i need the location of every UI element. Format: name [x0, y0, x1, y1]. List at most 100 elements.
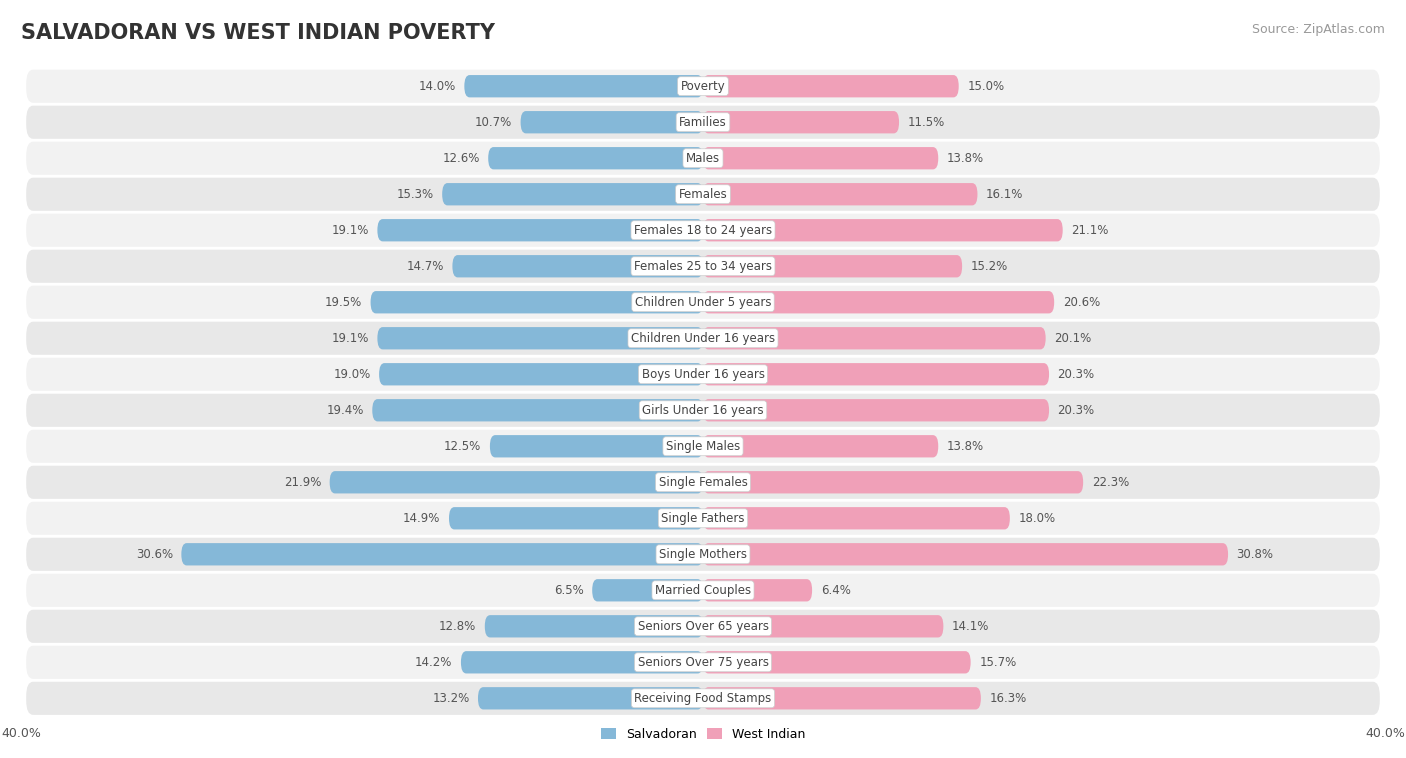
Text: 22.3%: 22.3%	[1091, 476, 1129, 489]
Text: 30.6%: 30.6%	[136, 548, 173, 561]
Text: 19.4%: 19.4%	[326, 404, 364, 417]
FancyBboxPatch shape	[27, 393, 1379, 427]
Text: 15.0%: 15.0%	[967, 80, 1004, 92]
Text: 13.8%: 13.8%	[946, 152, 984, 164]
Text: 14.1%: 14.1%	[952, 620, 990, 633]
FancyBboxPatch shape	[703, 291, 1054, 313]
Text: Single Fathers: Single Fathers	[661, 512, 745, 525]
FancyBboxPatch shape	[485, 615, 703, 637]
FancyBboxPatch shape	[441, 183, 703, 205]
FancyBboxPatch shape	[703, 183, 977, 205]
Text: 15.3%: 15.3%	[396, 188, 433, 201]
FancyBboxPatch shape	[181, 543, 703, 565]
Text: Single Mothers: Single Mothers	[659, 548, 747, 561]
FancyBboxPatch shape	[27, 574, 1379, 607]
Text: 18.0%: 18.0%	[1018, 512, 1056, 525]
Text: Single Females: Single Females	[658, 476, 748, 489]
FancyBboxPatch shape	[373, 399, 703, 421]
FancyBboxPatch shape	[27, 358, 1379, 391]
FancyBboxPatch shape	[27, 286, 1379, 319]
Text: 20.3%: 20.3%	[1057, 368, 1095, 381]
Text: Children Under 5 years: Children Under 5 years	[634, 296, 772, 309]
FancyBboxPatch shape	[380, 363, 703, 385]
Text: Seniors Over 65 years: Seniors Over 65 years	[637, 620, 769, 633]
Text: Females: Females	[679, 188, 727, 201]
Text: 16.1%: 16.1%	[986, 188, 1024, 201]
Text: Females 18 to 24 years: Females 18 to 24 years	[634, 224, 772, 236]
FancyBboxPatch shape	[703, 327, 1046, 349]
Text: Females 25 to 34 years: Females 25 to 34 years	[634, 260, 772, 273]
Text: 20.3%: 20.3%	[1057, 404, 1095, 417]
Text: Girls Under 16 years: Girls Under 16 years	[643, 404, 763, 417]
FancyBboxPatch shape	[377, 327, 703, 349]
Text: 12.6%: 12.6%	[443, 152, 479, 164]
Text: Families: Families	[679, 116, 727, 129]
FancyBboxPatch shape	[449, 507, 703, 529]
FancyBboxPatch shape	[703, 147, 938, 169]
Text: Source: ZipAtlas.com: Source: ZipAtlas.com	[1251, 23, 1385, 36]
Text: 14.0%: 14.0%	[419, 80, 456, 92]
Text: Children Under 16 years: Children Under 16 years	[631, 332, 775, 345]
FancyBboxPatch shape	[489, 435, 703, 457]
FancyBboxPatch shape	[461, 651, 703, 673]
Text: 11.5%: 11.5%	[908, 116, 945, 129]
Text: 14.7%: 14.7%	[406, 260, 444, 273]
FancyBboxPatch shape	[703, 543, 1227, 565]
Text: SALVADORAN VS WEST INDIAN POVERTY: SALVADORAN VS WEST INDIAN POVERTY	[21, 23, 495, 42]
Text: Seniors Over 75 years: Seniors Over 75 years	[637, 656, 769, 669]
Text: Married Couples: Married Couples	[655, 584, 751, 597]
Text: 19.1%: 19.1%	[332, 332, 368, 345]
Text: 21.1%: 21.1%	[1071, 224, 1108, 236]
FancyBboxPatch shape	[478, 688, 703, 709]
FancyBboxPatch shape	[520, 111, 703, 133]
FancyBboxPatch shape	[27, 465, 1379, 499]
Text: 21.9%: 21.9%	[284, 476, 321, 489]
Text: Boys Under 16 years: Boys Under 16 years	[641, 368, 765, 381]
Text: 12.8%: 12.8%	[439, 620, 477, 633]
Text: 16.3%: 16.3%	[990, 692, 1026, 705]
Text: 15.7%: 15.7%	[979, 656, 1017, 669]
FancyBboxPatch shape	[27, 249, 1379, 283]
FancyBboxPatch shape	[703, 219, 1063, 241]
Text: Males: Males	[686, 152, 720, 164]
FancyBboxPatch shape	[703, 435, 938, 457]
Text: 20.6%: 20.6%	[1063, 296, 1099, 309]
Text: 10.7%: 10.7%	[475, 116, 512, 129]
Text: Receiving Food Stamps: Receiving Food Stamps	[634, 692, 772, 705]
Text: 14.2%: 14.2%	[415, 656, 453, 669]
FancyBboxPatch shape	[703, 507, 1010, 529]
FancyBboxPatch shape	[329, 471, 703, 493]
Text: 12.5%: 12.5%	[444, 440, 481, 453]
FancyBboxPatch shape	[371, 291, 703, 313]
FancyBboxPatch shape	[27, 646, 1379, 679]
FancyBboxPatch shape	[377, 219, 703, 241]
Text: 13.2%: 13.2%	[432, 692, 470, 705]
FancyBboxPatch shape	[27, 609, 1379, 643]
Text: 6.5%: 6.5%	[554, 584, 583, 597]
FancyBboxPatch shape	[703, 471, 1083, 493]
FancyBboxPatch shape	[27, 105, 1379, 139]
FancyBboxPatch shape	[703, 688, 981, 709]
FancyBboxPatch shape	[703, 651, 970, 673]
FancyBboxPatch shape	[27, 537, 1379, 571]
Text: 20.1%: 20.1%	[1054, 332, 1091, 345]
Text: 15.2%: 15.2%	[970, 260, 1008, 273]
FancyBboxPatch shape	[27, 142, 1379, 175]
FancyBboxPatch shape	[27, 502, 1379, 535]
Text: 30.8%: 30.8%	[1237, 548, 1274, 561]
FancyBboxPatch shape	[464, 75, 703, 97]
FancyBboxPatch shape	[703, 363, 1049, 385]
FancyBboxPatch shape	[27, 430, 1379, 463]
Text: 19.1%: 19.1%	[332, 224, 368, 236]
Text: 13.8%: 13.8%	[946, 440, 984, 453]
Legend: Salvadoran, West Indian: Salvadoran, West Indian	[596, 722, 810, 746]
FancyBboxPatch shape	[27, 214, 1379, 247]
FancyBboxPatch shape	[703, 75, 959, 97]
Text: 19.5%: 19.5%	[325, 296, 363, 309]
FancyBboxPatch shape	[27, 681, 1379, 715]
FancyBboxPatch shape	[592, 579, 703, 601]
Text: Poverty: Poverty	[681, 80, 725, 92]
FancyBboxPatch shape	[703, 111, 898, 133]
Text: 19.0%: 19.0%	[333, 368, 371, 381]
FancyBboxPatch shape	[27, 70, 1379, 103]
